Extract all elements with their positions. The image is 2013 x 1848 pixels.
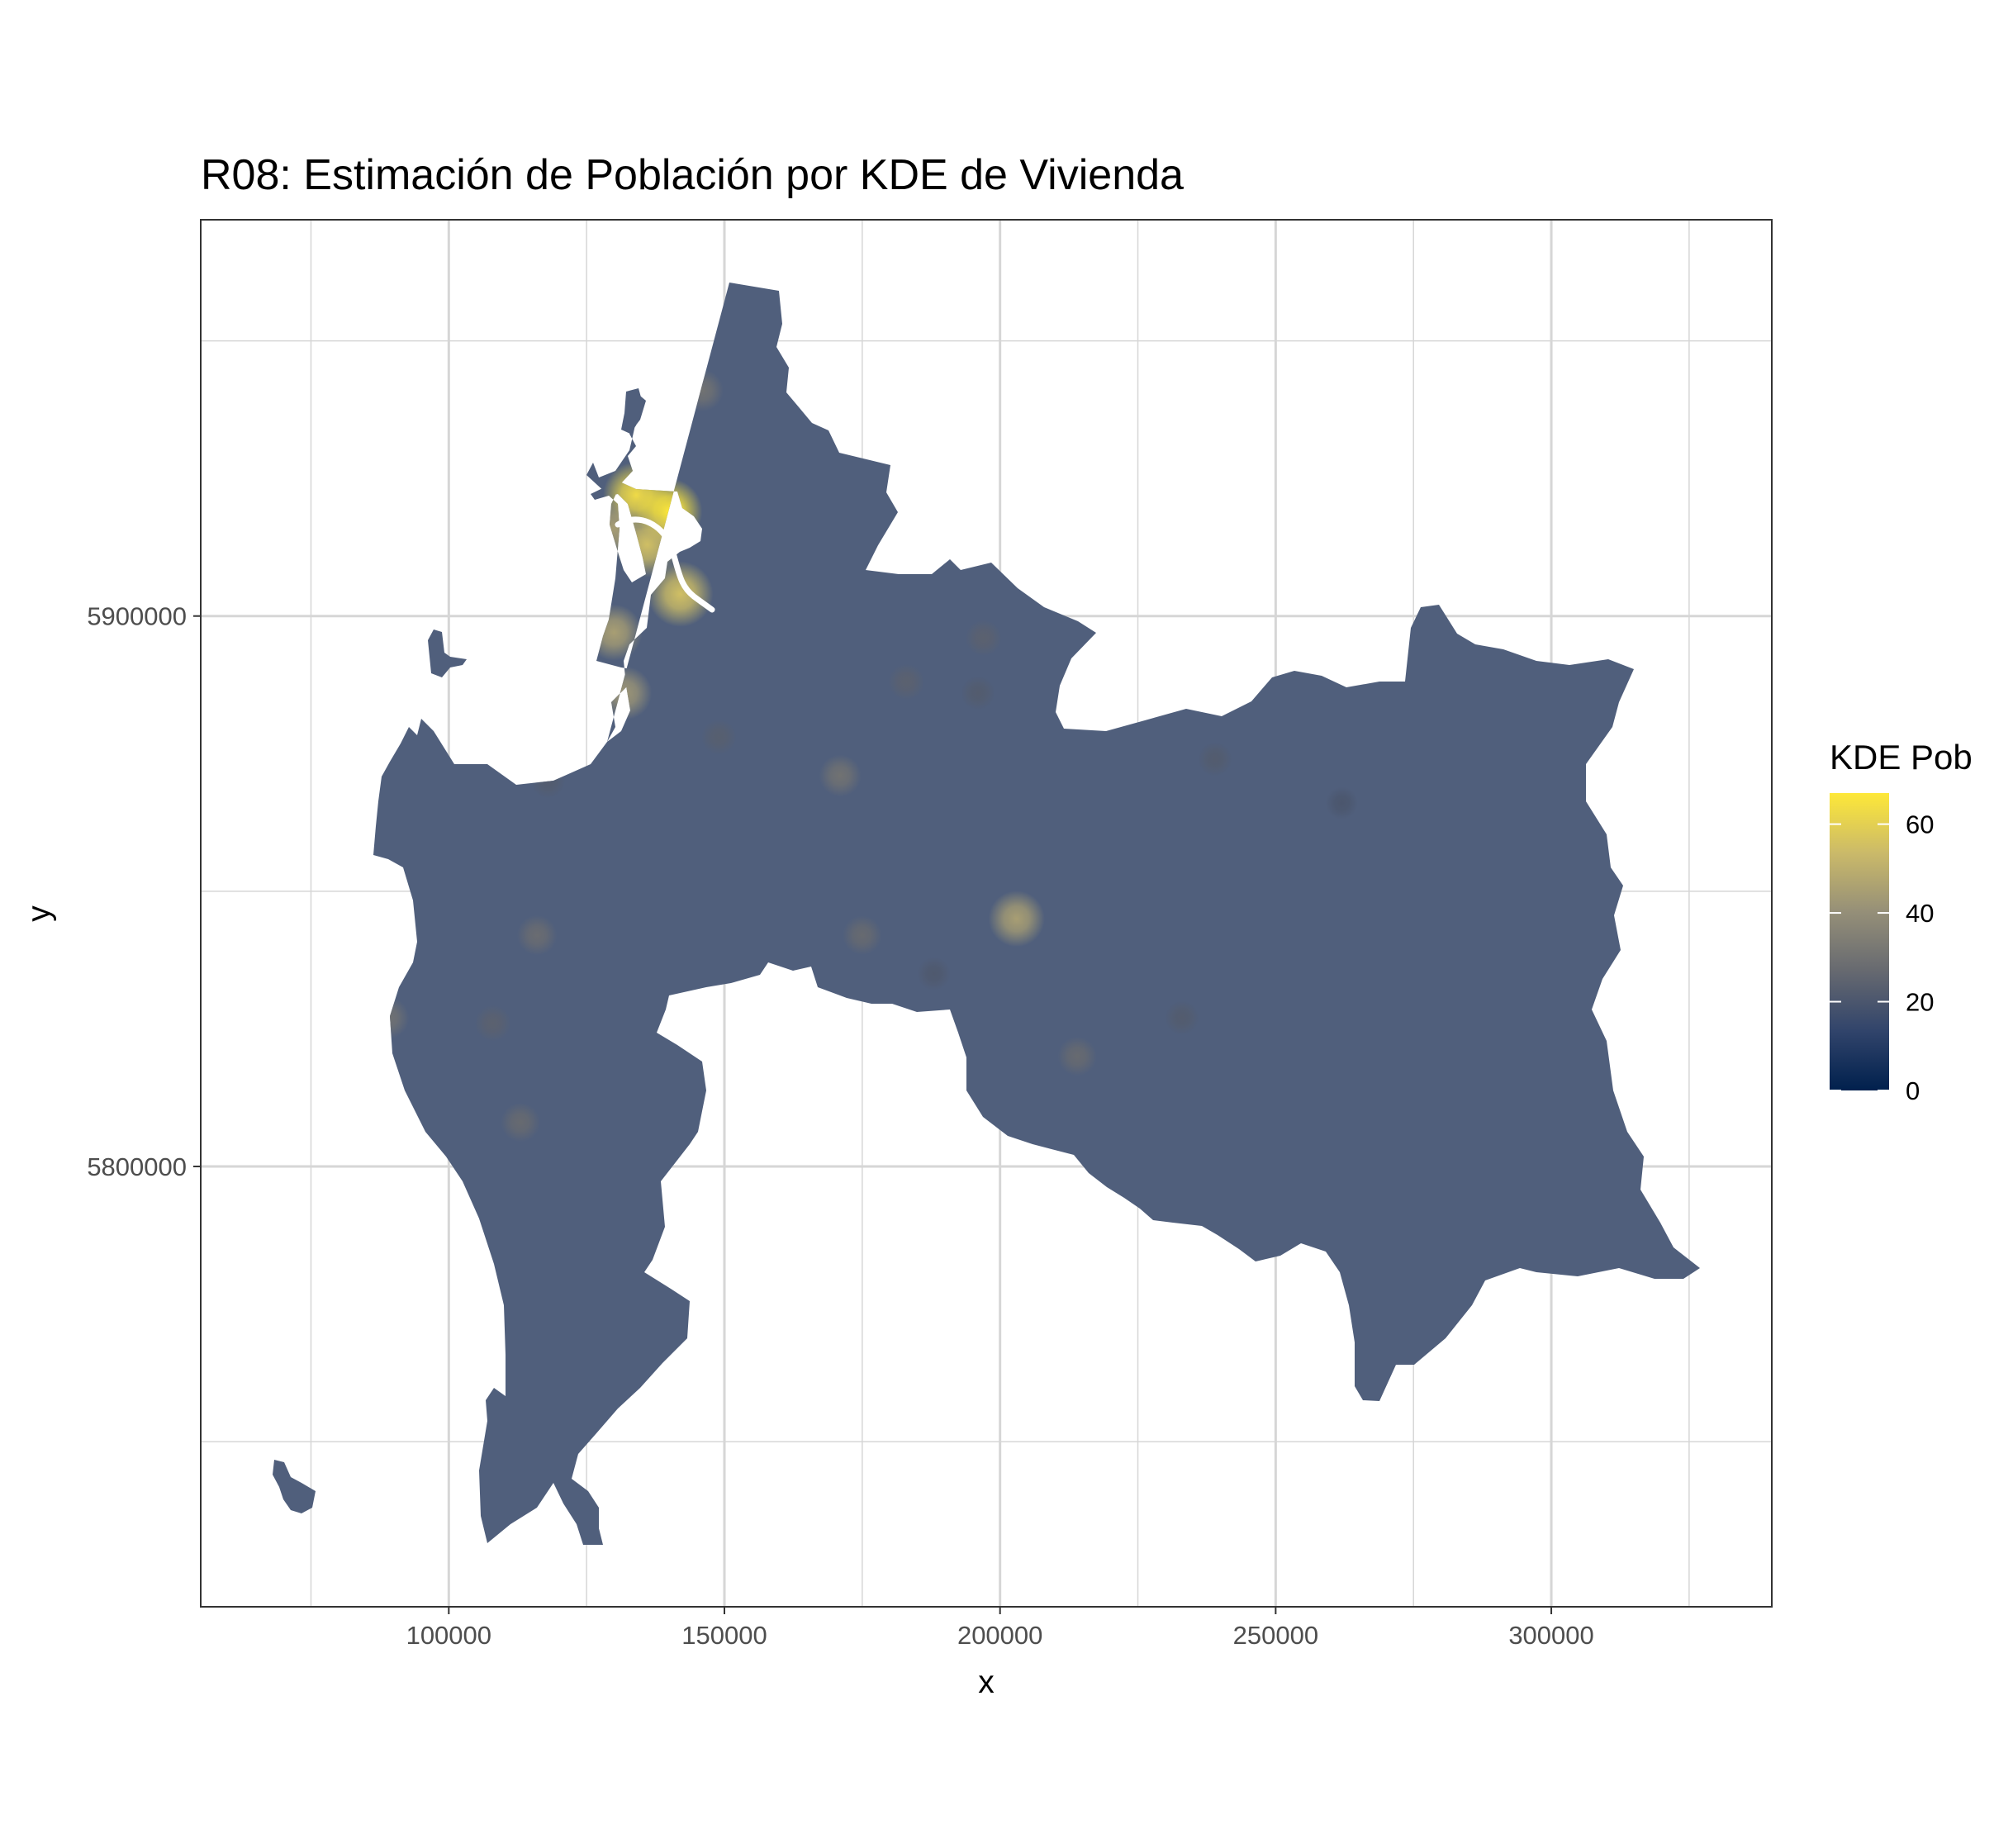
- kde-hotspot: [1057, 1037, 1097, 1076]
- legend-tick-label: 60: [1906, 810, 1934, 839]
- y-axis-ticks: 5800000 5900000: [87, 602, 201, 1181]
- kde-hotspot: [988, 891, 1045, 948]
- kde-hotspot: [819, 754, 862, 797]
- island-santa-maria: [428, 629, 467, 677]
- kde-hotspot: [843, 915, 882, 955]
- kde-hotspot: [516, 914, 558, 956]
- x-tick-label: 200000: [957, 1621, 1042, 1650]
- legend-tick-label: 40: [1906, 899, 1934, 928]
- x-tick-label: 250000: [1233, 1621, 1318, 1650]
- kde-hotspot: [965, 620, 1002, 657]
- legend: KDE Pob 0 20 40 60: [1830, 738, 1973, 1105]
- chart-title: R08: Estimación de Población por KDE de …: [201, 151, 1184, 199]
- island-quiriquina: [621, 388, 643, 434]
- kde-hotspot: [474, 1005, 511, 1042]
- legend-colorbar: [1830, 793, 1889, 1090]
- y-tick-label: 5900000: [87, 602, 187, 631]
- x-tick-label: 100000: [406, 1621, 491, 1650]
- kde-hotspot: [961, 676, 995, 710]
- island-mocha: [273, 1460, 316, 1513]
- y-tick-label: 5800000: [87, 1152, 187, 1181]
- panel-border: [200, 219, 1773, 1608]
- legend-tick-label: 0: [1906, 1076, 1920, 1105]
- kde-hotspot: [1325, 786, 1359, 819]
- legend-title: KDE Pob: [1830, 738, 1973, 777]
- kde-hotspot: [888, 663, 925, 701]
- kde-hotspot: [700, 719, 737, 755]
- river-mouth: [615, 516, 715, 613]
- x-axis-title: x: [978, 1665, 995, 1700]
- legend-ticks: 0 20 40 60: [1830, 810, 1934, 1105]
- x-axis-ticks: 100000 150000 200000 250000 300000: [406, 1607, 1594, 1650]
- x-tick-label: 300000: [1508, 1621, 1593, 1650]
- kde-hotspot: [1165, 1000, 1199, 1035]
- kde-hotspot: [501, 1102, 540, 1143]
- kde-hotspot: [917, 957, 951, 991]
- y-axis-title: y: [21, 905, 57, 922]
- kde-hotspot: [1198, 742, 1232, 777]
- x-tick-label: 150000: [681, 1621, 767, 1650]
- legend-tick-label: 20: [1906, 988, 1934, 1017]
